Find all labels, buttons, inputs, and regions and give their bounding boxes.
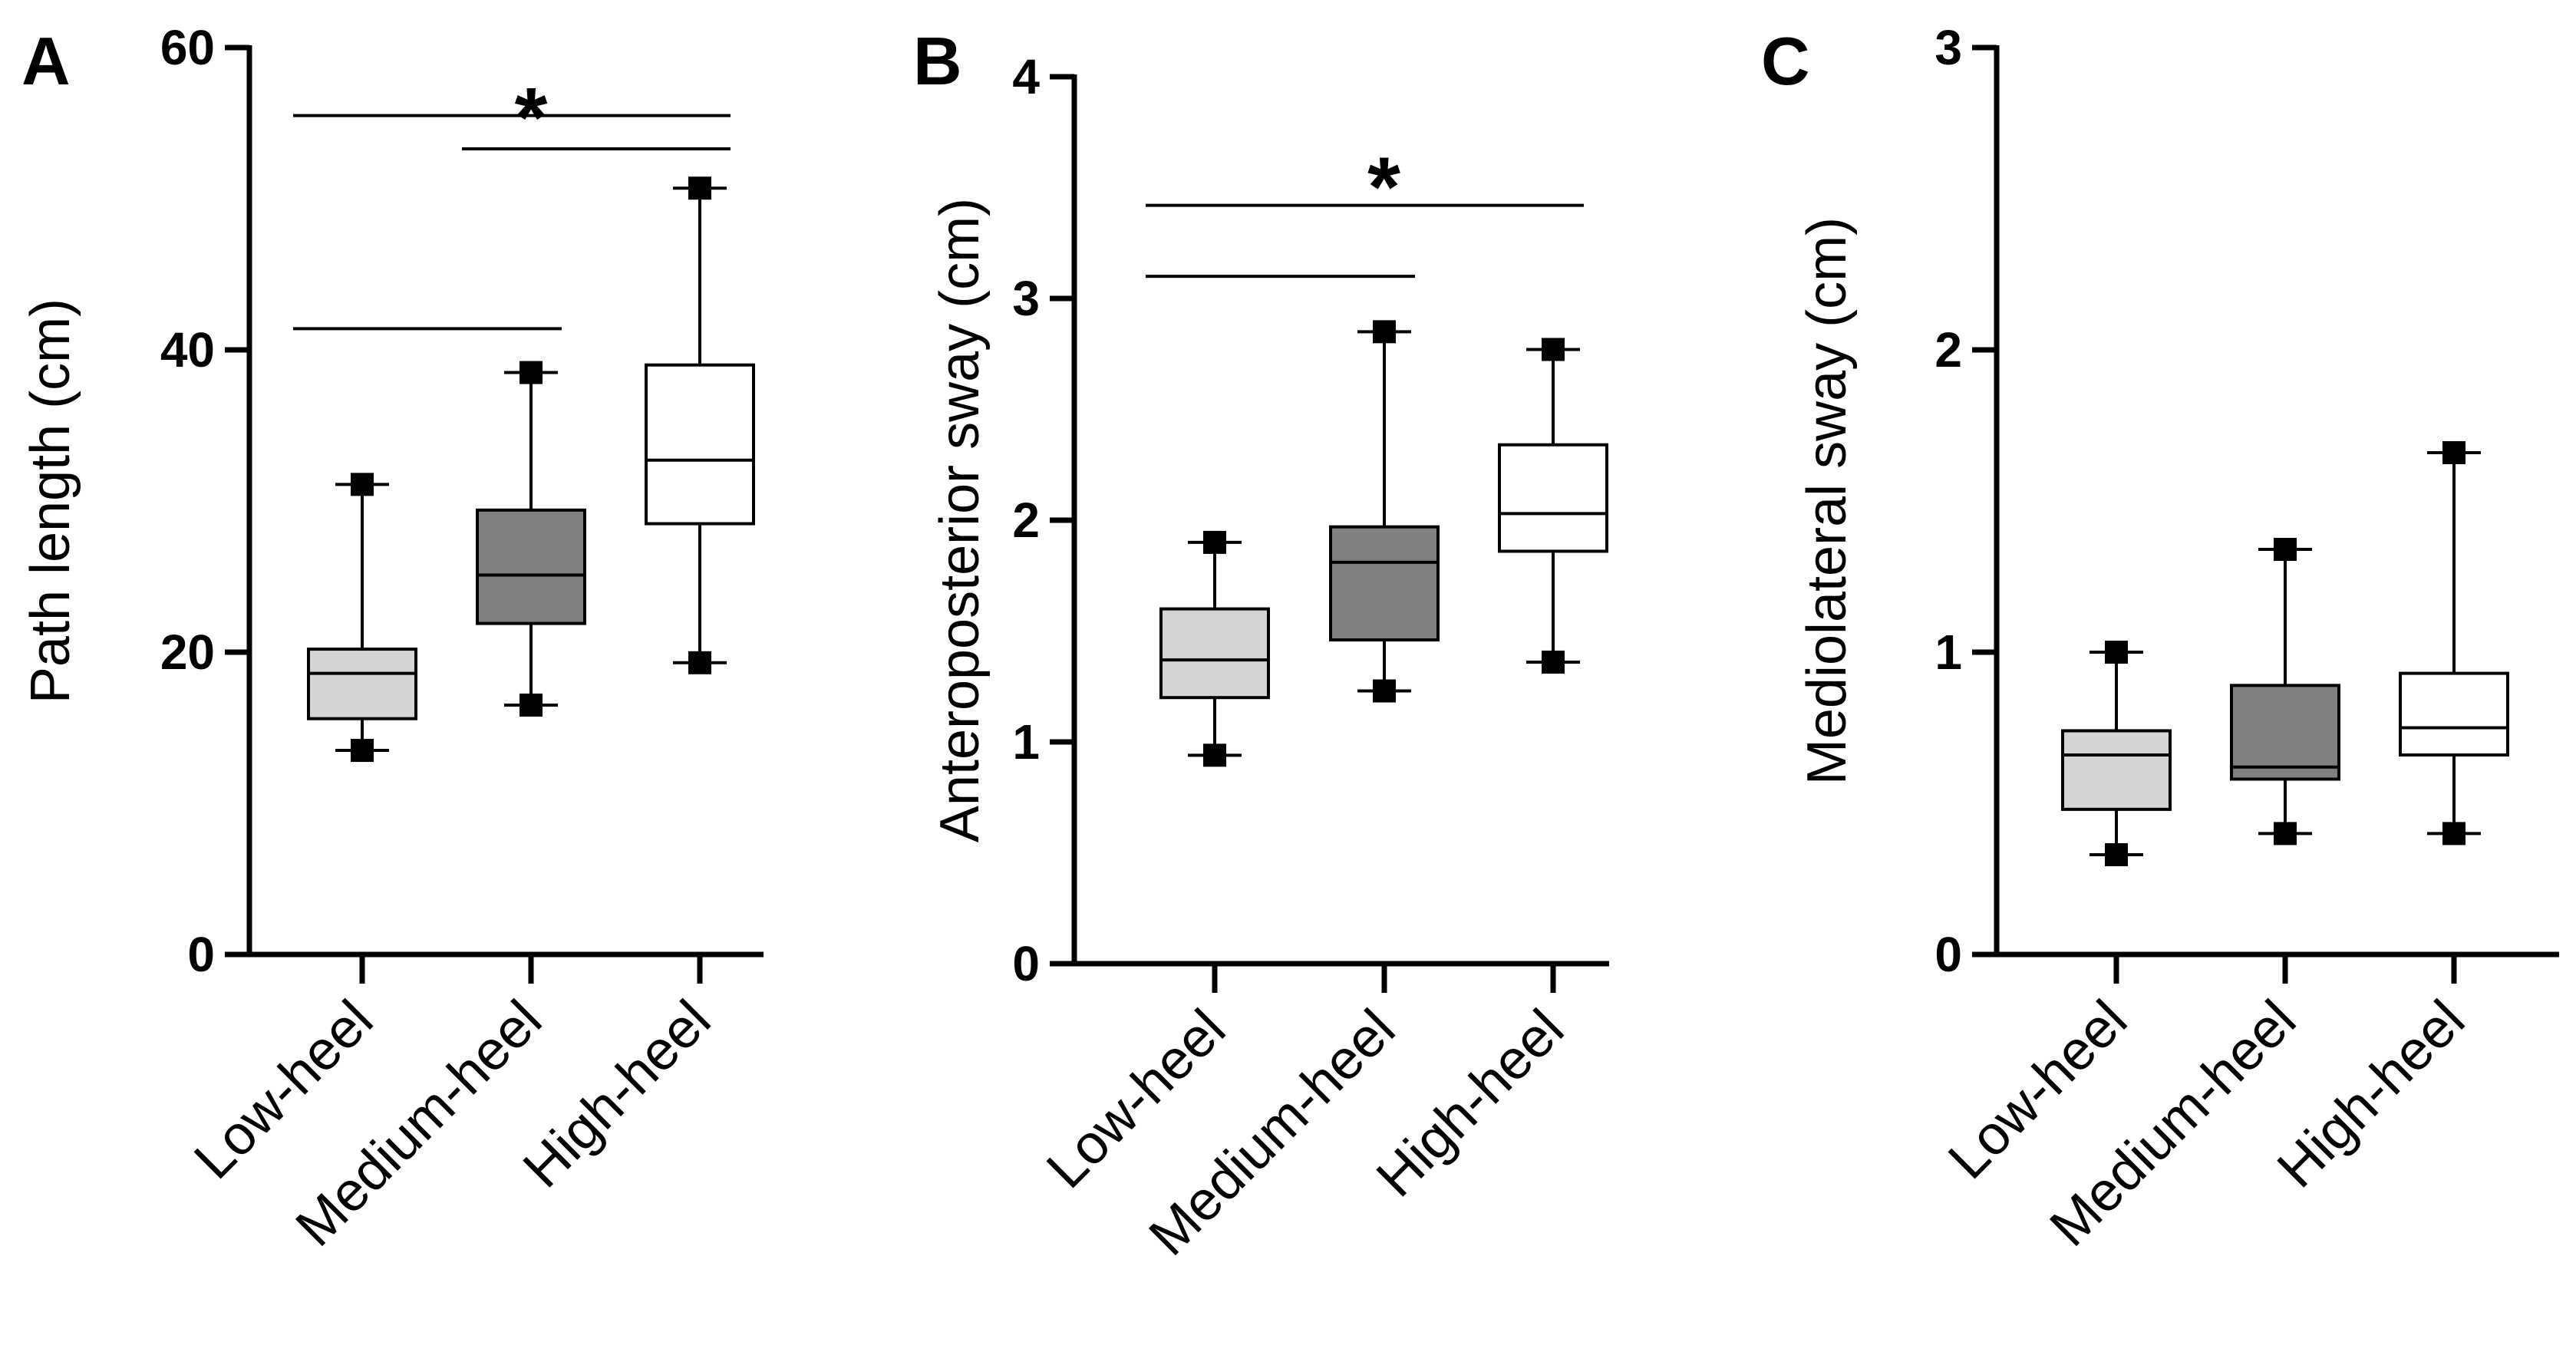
- x-tick-label: High-heel: [512, 989, 722, 1199]
- min-marker: [1542, 650, 1565, 674]
- panel-letter: A: [21, 23, 71, 99]
- y-tick-label: 0: [1012, 936, 1040, 991]
- box-low-heel: [2061, 641, 2172, 866]
- panel-letter: C: [1761, 23, 1810, 99]
- max-marker: [1373, 320, 1396, 344]
- y-tick-label: 2: [1934, 322, 1962, 377]
- box-high-heel: [1498, 338, 1608, 674]
- max-marker: [1542, 338, 1565, 361]
- significance-star: *: [515, 71, 548, 165]
- box-low-heel: [1159, 530, 1270, 767]
- box-medium-heel: [1329, 320, 1440, 703]
- y-axis-title: Mediolateral sway (cm): [1796, 217, 1858, 785]
- min-marker: [1203, 743, 1226, 767]
- box-iqr: [476, 508, 586, 625]
- y-tick-label: 0: [1934, 927, 1962, 982]
- max-marker: [2274, 538, 2297, 562]
- box-medium-heel: [476, 361, 586, 717]
- y-tick-label: 0: [187, 927, 215, 982]
- min-marker: [688, 651, 711, 674]
- box-medium-heel: [2230, 538, 2340, 846]
- box-iqr: [1159, 607, 1270, 700]
- min-marker: [2442, 822, 2466, 846]
- y-tick-label: 60: [160, 20, 215, 75]
- box-iqr: [1329, 525, 1440, 642]
- max-marker: [688, 176, 711, 200]
- max-marker: [519, 361, 543, 384]
- max-marker: [351, 473, 374, 496]
- y-tick-label: 1: [1012, 714, 1040, 770]
- box-iqr: [645, 363, 755, 526]
- y-tick-label: 20: [160, 625, 215, 680]
- significance-star: *: [1367, 140, 1400, 234]
- min-marker: [2274, 822, 2297, 846]
- y-tick-label: 4: [1012, 49, 1040, 104]
- min-marker: [519, 693, 543, 717]
- y-tick-label: 3: [1012, 271, 1040, 326]
- y-tick-label: 1: [1934, 625, 1962, 680]
- y-axis-title: Anteroposterior sway (cm): [929, 198, 991, 842]
- y-axis-title: Path length (cm): [20, 298, 81, 704]
- min-marker: [2105, 842, 2128, 866]
- box-iqr: [2399, 671, 2509, 757]
- y-tick-label: 3: [1934, 20, 1962, 75]
- box-iqr: [1498, 443, 1608, 553]
- box-iqr: [2061, 729, 2172, 811]
- box-iqr: [307, 648, 417, 720]
- max-marker: [1203, 530, 1226, 554]
- box-low-heel: [307, 473, 417, 763]
- box-iqr: [2230, 684, 2340, 781]
- box-high-heel: [2399, 440, 2509, 846]
- x-tick-label: High-heel: [1365, 998, 1575, 1208]
- x-tick-label: High-heel: [2266, 989, 2476, 1199]
- max-marker: [2442, 440, 2466, 464]
- box-high-heel: [645, 176, 755, 674]
- y-tick-label: 40: [160, 322, 215, 377]
- min-marker: [351, 739, 374, 763]
- panel-letter: B: [913, 23, 962, 99]
- min-marker: [1373, 679, 1396, 703]
- max-marker: [2105, 641, 2128, 664]
- y-tick-label: 2: [1012, 493, 1040, 548]
